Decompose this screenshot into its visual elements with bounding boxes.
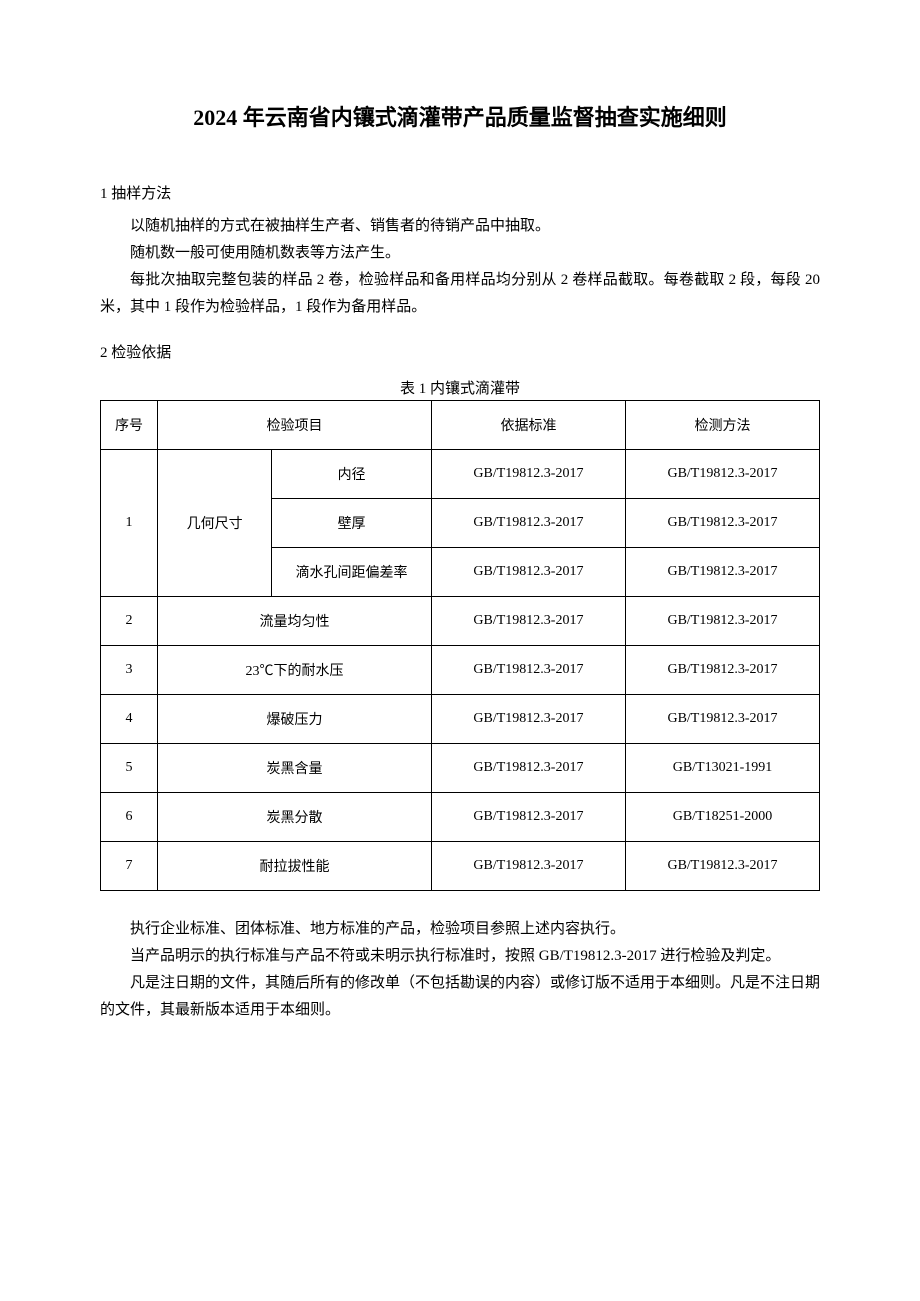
cell-seq: 6: [101, 793, 158, 842]
cell-standard: GB/T19812.3-2017: [431, 695, 625, 744]
cell-standard: GB/T19812.3-2017: [431, 646, 625, 695]
cell-method: GB/T19812.3-2017: [625, 695, 819, 744]
cell-seq: 3: [101, 646, 158, 695]
table-row: 1 几何尺寸 内径 GB/T19812.3-2017 GB/T19812.3-2…: [101, 450, 820, 499]
cell-seq: 1: [101, 450, 158, 597]
table-header-row: 序号 检验项目 依据标准 检测方法: [101, 401, 820, 450]
section-2-heading: 2 检验依据: [100, 341, 820, 362]
cell-standard: GB/T19812.3-2017: [431, 548, 625, 597]
table-caption: 表 1 内镶式滴灌带: [100, 377, 820, 398]
cell-item-main: 几何尺寸: [158, 450, 272, 597]
header-method: 检测方法: [625, 401, 819, 450]
cell-standard: GB/T19812.3-2017: [431, 499, 625, 548]
section-1-p3: 每批次抽取完整包装的样品 2 卷，检验样品和备用样品均分别从 2 卷样品截取。每…: [100, 267, 820, 321]
cell-item: 23℃下的耐水压: [158, 646, 432, 695]
cell-method: GB/T18251-2000: [625, 793, 819, 842]
section-2: 2 检验依据 表 1 内镶式滴灌带 序号 检验项目 依据标准 检测方法 1 几何…: [100, 341, 820, 1024]
table-row: 2 流量均匀性 GB/T19812.3-2017 GB/T19812.3-201…: [101, 597, 820, 646]
cell-standard: GB/T19812.3-2017: [431, 793, 625, 842]
table-row: 3 23℃下的耐水压 GB/T19812.3-2017 GB/T19812.3-…: [101, 646, 820, 695]
table-row: 7 耐拉拔性能 GB/T19812.3-2017 GB/T19812.3-201…: [101, 842, 820, 891]
inspection-table: 序号 检验项目 依据标准 检测方法 1 几何尺寸 内径 GB/T19812.3-…: [100, 400, 820, 891]
notes-section: 执行企业标准、团体标准、地方标准的产品，检验项目参照上述内容执行。 当产品明示的…: [100, 916, 820, 1024]
header-item: 检验项目: [158, 401, 432, 450]
header-standard: 依据标准: [431, 401, 625, 450]
table-row: 6 炭黑分散 GB/T19812.3-2017 GB/T18251-2000: [101, 793, 820, 842]
cell-item: 流量均匀性: [158, 597, 432, 646]
header-seq: 序号: [101, 401, 158, 450]
note-2: 当产品明示的执行标准与产品不符或未明示执行标准时，按照 GB/T19812.3-…: [100, 943, 820, 970]
note-3: 凡是注日期的文件，其随后所有的修改单（不包括勘误的内容）或修订版不适用于本细则。…: [100, 970, 820, 1024]
cell-seq: 4: [101, 695, 158, 744]
cell-standard: GB/T19812.3-2017: [431, 597, 625, 646]
table-row: 4 爆破压力 GB/T19812.3-2017 GB/T19812.3-2017: [101, 695, 820, 744]
note-1: 执行企业标准、团体标准、地方标准的产品，检验项目参照上述内容执行。: [100, 916, 820, 943]
cell-method: GB/T19812.3-2017: [625, 499, 819, 548]
cell-method: GB/T19812.3-2017: [625, 548, 819, 597]
section-1-heading: 1 抽样方法: [100, 182, 820, 203]
cell-item-sub: 壁厚: [272, 499, 432, 548]
table-row: 5 炭黑含量 GB/T19812.3-2017 GB/T13021-1991: [101, 744, 820, 793]
cell-item: 爆破压力: [158, 695, 432, 744]
cell-seq: 5: [101, 744, 158, 793]
cell-method: GB/T19812.3-2017: [625, 450, 819, 499]
cell-item: 炭黑含量: [158, 744, 432, 793]
cell-item-sub: 内径: [272, 450, 432, 499]
cell-seq: 2: [101, 597, 158, 646]
cell-method: GB/T13021-1991: [625, 744, 819, 793]
document-title: 2024 年云南省内镶式滴灌带产品质量监督抽查实施细则: [100, 100, 820, 132]
section-1: 1 抽样方法 以随机抽样的方式在被抽样生产者、销售者的待销产品中抽取。 随机数一…: [100, 182, 820, 321]
section-1-p1: 以随机抽样的方式在被抽样生产者、销售者的待销产品中抽取。: [100, 213, 820, 240]
cell-item: 炭黑分散: [158, 793, 432, 842]
cell-method: GB/T19812.3-2017: [625, 842, 819, 891]
cell-method: GB/T19812.3-2017: [625, 597, 819, 646]
section-1-p2: 随机数一般可使用随机数表等方法产生。: [100, 240, 820, 267]
cell-method: GB/T19812.3-2017: [625, 646, 819, 695]
cell-standard: GB/T19812.3-2017: [431, 842, 625, 891]
cell-standard: GB/T19812.3-2017: [431, 744, 625, 793]
cell-item-sub: 滴水孔间距偏差率: [272, 548, 432, 597]
cell-seq: 7: [101, 842, 158, 891]
cell-item: 耐拉拔性能: [158, 842, 432, 891]
cell-standard: GB/T19812.3-2017: [431, 450, 625, 499]
